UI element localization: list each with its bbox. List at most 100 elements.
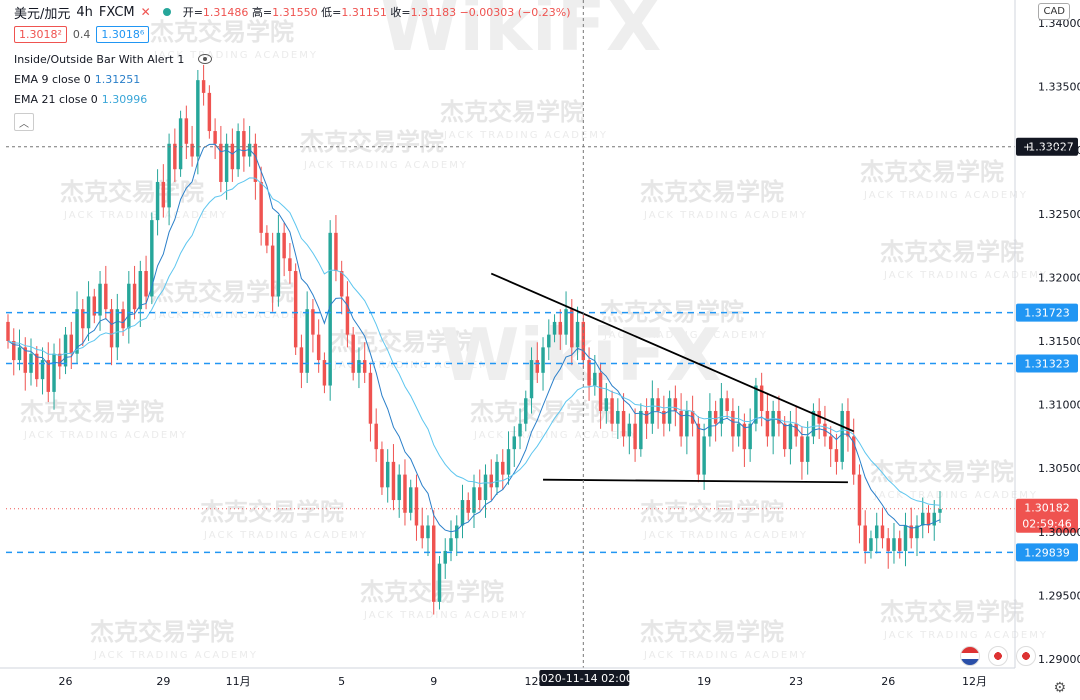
candle-body <box>685 410 689 437</box>
candle-body <box>104 283 108 310</box>
candle-body <box>282 232 286 259</box>
us-flag-icon[interactable] <box>960 646 980 666</box>
candle-body <box>771 410 775 437</box>
canada-flag-icon[interactable] <box>988 646 1008 666</box>
last-price-box <box>1016 498 1078 533</box>
collapse-legend-button[interactable]: ︿ <box>14 113 34 131</box>
crosshair-price-label: 1.33027 <box>1028 141 1074 154</box>
watermark-text: 杰克交易学院 <box>860 158 1004 186</box>
candle-body <box>12 340 16 361</box>
candle-body <box>75 309 79 354</box>
candle-body <box>380 449 384 488</box>
candle-body <box>40 360 45 380</box>
candle-body <box>299 347 304 373</box>
candle-body <box>236 131 240 170</box>
candle-body <box>121 309 125 329</box>
candle-body <box>385 461 390 488</box>
candle-body <box>518 423 522 437</box>
time-tick-label: 9 <box>430 675 437 688</box>
candle-body <box>782 423 787 450</box>
candle-body <box>219 143 223 182</box>
candle-body <box>846 410 850 437</box>
candle-body <box>840 410 844 462</box>
candle-body <box>132 283 137 310</box>
candle-body <box>478 487 482 501</box>
candle-body <box>593 372 597 386</box>
interval-label[interactable]: 4h <box>76 4 93 20</box>
candle-body <box>673 398 678 411</box>
candle-body <box>817 410 821 424</box>
candle-body <box>621 410 626 437</box>
candle-body <box>759 385 764 411</box>
candle-body <box>190 143 194 157</box>
candle-body <box>863 525 867 551</box>
currency-badge[interactable]: CAD <box>1038 3 1070 20</box>
candle-body <box>460 500 465 526</box>
candle-body <box>6 321 10 341</box>
candle-body <box>322 360 327 386</box>
candle-body <box>541 347 545 373</box>
candle-body <box>489 474 493 488</box>
watermark-subtext: JACK TRADING ACADEMY <box>643 210 808 221</box>
candle-body <box>345 296 350 335</box>
time-tick-label: 11月 <box>226 675 251 688</box>
plus-icon: + <box>1023 141 1032 154</box>
market-status-icon <box>162 8 171 16</box>
candle-body <box>857 474 862 526</box>
watermark-subtext: JACK TRADING ACADEMY <box>203 530 368 541</box>
candle-body <box>644 410 649 424</box>
watermark-text: 杰克交易学院 <box>880 598 1024 626</box>
price-label-box <box>1016 354 1078 373</box>
watermark-text: 杰克交易学院 <box>150 278 294 306</box>
eye-off-icon[interactable] <box>198 54 213 64</box>
candle-body <box>558 321 563 335</box>
buy-button[interactable]: 1.3018⁶ <box>96 25 150 43</box>
candle-body <box>276 232 281 297</box>
watermark-subtext: JACK TRADING ACADEMY <box>153 50 318 61</box>
watermark-subtext: JACK TRADING ACADEMY <box>303 160 468 171</box>
candle-body <box>903 525 908 551</box>
economic-events[interactable] <box>960 646 1036 666</box>
candle-body <box>679 410 683 437</box>
candle-body <box>443 550 447 564</box>
watermark-brand: WikiFX <box>380 0 661 67</box>
candle-body <box>708 410 712 437</box>
candle-body <box>437 563 442 602</box>
symbol-name[interactable]: 美元/加元 <box>14 6 71 22</box>
watermark-subtext: JACK TRADING ACADEMY <box>443 130 608 141</box>
canada-flag-icon[interactable] <box>1016 646 1036 666</box>
time-tick-label: 29 <box>156 675 170 688</box>
price-label: 1.31723 <box>1024 307 1070 320</box>
x-icon[interactable]: ✕ <box>140 5 151 19</box>
candle-body <box>547 334 551 348</box>
candle-body <box>449 538 453 551</box>
watermark-subtext: JACK TRADING ACADEMY <box>603 330 768 341</box>
indicator-ema9[interactable]: EMA 9 close 0 1.31251 <box>14 72 141 86</box>
candle-body <box>575 321 580 348</box>
candle-body <box>909 525 913 539</box>
watermark-text: 杰克交易学院 <box>150 18 294 46</box>
candle-body <box>52 353 56 392</box>
candle-body <box>316 334 321 361</box>
candle-body <box>253 143 258 182</box>
watermark-subtext: JACK TRADING ACADEMY <box>643 530 808 541</box>
candle-body <box>495 461 499 488</box>
watermark-subtext: JACK TRADING ACADEMY <box>23 430 188 441</box>
watermark-subtext: JACK TRADING ACADEMY <box>93 650 258 661</box>
candle-body <box>397 474 401 501</box>
price-tick-label: 1.32000 <box>1038 271 1080 284</box>
gear-icon[interactable]: ⚙ <box>1053 680 1066 696</box>
time-tick-label: 5 <box>338 675 345 688</box>
candle-body <box>35 353 39 380</box>
indicator-ema21[interactable]: EMA 21 close 0 1.30996 <box>14 92 148 106</box>
sell-button[interactable]: 1.3018² <box>14 25 67 43</box>
price-label: 1.31323 <box>1024 358 1070 371</box>
price-tick-label: 1.31500 <box>1038 335 1080 348</box>
candle-body <box>391 461 396 501</box>
ema-21-line <box>7 177 941 506</box>
candle-body <box>472 487 476 513</box>
indicator-inside-outside[interactable]: Inside/Outside Bar With Alert 1 <box>14 49 571 69</box>
candle-body <box>368 372 373 424</box>
candle-body <box>794 423 798 437</box>
